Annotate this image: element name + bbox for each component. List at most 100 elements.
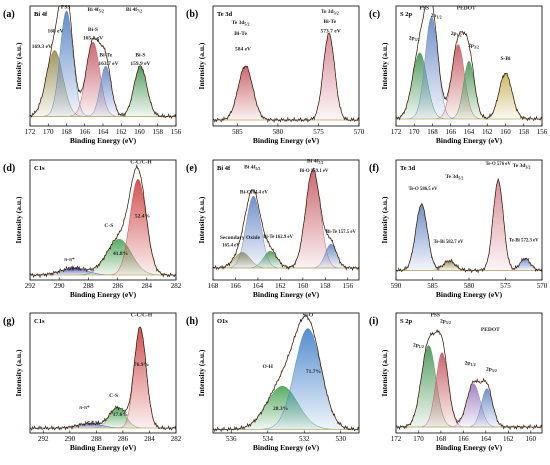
x-tick-label-g-2: 288 [91,435,102,443]
panel-g: 292 290 288 286 284 282 Binding Energy (eV) Int… [3,312,182,452]
x-tick-label-i-5: 162 [503,435,514,443]
peaks-h [213,313,359,433]
annotation-c-3: PEDOT [457,6,476,12]
raw-spectrum-e [213,167,359,272]
panel-h: 536 534 532 530 Binding Energy (eV) Intensity… [186,312,360,452]
panel-title-f: Te 3d [400,165,415,172]
panel-title-c: S 2p [400,11,412,18]
x-tick-label-c-2: 168 [427,128,438,136]
x-axis-label-c: Binding Energy (eV) [436,136,503,145]
x-tick-label-c-6: 160 [500,128,511,136]
x-tick-label-a-3: 166 [80,128,91,136]
annotation-a-6: Bi-Te [99,52,112,58]
x-tick-label-a-1: 170 [43,128,54,136]
x-tick-label-d-0: 292 [25,282,36,290]
panel-d: 292 290 288 286 284 282 Binding Energy (eV) Int… [3,159,182,299]
x-tick-label-d-4: 284 [142,282,153,290]
annotation-e-6: Bi 4f7/2 [307,158,323,165]
x-tick-label-c-7: 158 [519,128,530,136]
annotation-f-4: Te-O 576 eV [485,162,511,167]
annotation-d-4: π-π* [64,257,75,263]
panel-title-g: C1s [34,318,45,325]
annotation-d-3: 41.8% [113,251,128,257]
annotation-f-0: Te 3d5/2 [445,174,463,181]
x-tick-label-d-1: 290 [54,282,65,290]
x-tick-label-i-4: 164 [481,435,492,443]
y-axis-label-h: Intensity (a.u.) [197,349,206,396]
peaks-f [396,178,542,274]
annotation-e-1: Bi-O [240,190,252,196]
y-axis-label-b: Intensity (a.u.) [197,42,206,89]
x-tick-label-i-2: 168 [436,435,447,443]
annotation-a-2: 169.3 eV [32,44,52,50]
raw-spectrum-c [396,6,542,122]
panel-title-e: Bi 4f [217,165,231,172]
x-tick-label-c-1: 170 [409,128,420,136]
x-axis-label-d: Binding Energy (eV) [70,290,137,299]
y-axis-label-i: Intensity (a.u.) [380,349,389,396]
x-tick-label-i-1: 170 [413,435,424,443]
x-tick-label-e-3: 162 [275,282,286,290]
annotation-b-4: Bi-Te [323,19,336,25]
peaks-g [30,326,176,431]
annotation-c-0: PSS [420,6,429,12]
plot-frame-i [395,312,543,434]
panel-title-h: O1s [217,318,228,325]
envelope-g [30,326,176,429]
annotation-i-2: 2p1/2 [413,343,424,350]
x-tick-label-g-0: 292 [38,435,49,443]
annotation-i-4: 2p1/2 [465,361,476,368]
x-tick-label-f-0: 590 [391,282,402,290]
annotation-a-4: Bi-S [88,27,98,33]
x-tick-label-f-4: 570 [537,282,548,290]
annotation-b-2: 584 eV [235,46,251,52]
x-tick-label-c-0: 172 [391,128,402,136]
y-axis-label-e: Intensity (a.u.) [197,196,206,243]
x-tick-label-g-4: 284 [144,435,155,443]
annotation-e-4: 165.4 eV [222,243,240,248]
x-axis-label-e: Binding Energy (eV) [253,290,320,299]
panel-label-d: (d) [3,163,15,174]
x-tick-label-a-4: 164 [98,128,109,136]
panel-c: 172 170 168 166 164 162 160 158 156 Binding Energ… [369,5,548,145]
peak-g-2 [30,327,176,429]
annotation-a-8: Bi 4f7/2 [126,7,142,14]
x-tick-label-e-1: 166 [230,282,241,290]
x-tick-label-f-3: 575 [500,282,511,290]
annotation-b-3: Te 3d3/2 [321,9,339,16]
annotation-g-2: C-S [109,393,118,399]
annotation-a-1: 168 eV [48,28,64,34]
x-axis-label-i: Binding Energy (eV) [436,443,503,452]
annotation-f-2: Te-O 586.5 eV [409,187,439,192]
panel-label-f: (f) [369,163,379,174]
annotation-e-5: Bi-Te 162.9 eV [263,235,293,240]
annotation-e-3: Secondary Oxide [220,235,261,241]
annotation-d-2: C-S [104,223,113,229]
annotation-e-2: 164.4 eV [250,191,268,196]
y-axis-label-g: Intensity (a.u.) [14,349,23,396]
x-tick-label-e-4: 160 [298,282,309,290]
panel-label-a: (a) [3,9,15,20]
x-tick-label-h-1: 534 [263,435,274,443]
annotation-b-5: 573.7 eV [321,28,341,34]
annotation-d-5: 5.8% [68,266,80,272]
x-tick-label-h-0: 536 [226,435,237,443]
x-tick-label-a-8: 156 [171,128,182,136]
annotation-h-3: 28.3% [273,406,288,412]
peaks-e [213,167,359,272]
x-tick-label-e-6: 156 [343,282,354,290]
annotation-c-6: S-Bi [500,56,511,62]
annotation-e-8: Bi-Te 157.5 eV [326,230,356,235]
annotation-a-9: Bi-S [135,52,145,58]
raw-spectrum-d [30,164,176,279]
x-tick-label-c-5: 162 [482,128,493,136]
x-tick-label-a-2: 168 [61,128,72,136]
panel-label-h: (h) [186,316,198,327]
annotation-a-0: PSS [61,4,70,10]
x-tick-label-c-3: 166 [446,128,457,136]
annotation-f-1: Te 3d3/2 [513,163,531,170]
x-tick-label-f-2: 580 [464,282,475,290]
annotation-h-1: 71.7% [306,369,321,375]
x-tick-label-e-5: 158 [320,282,331,290]
raw-spectrum-a [30,6,176,119]
